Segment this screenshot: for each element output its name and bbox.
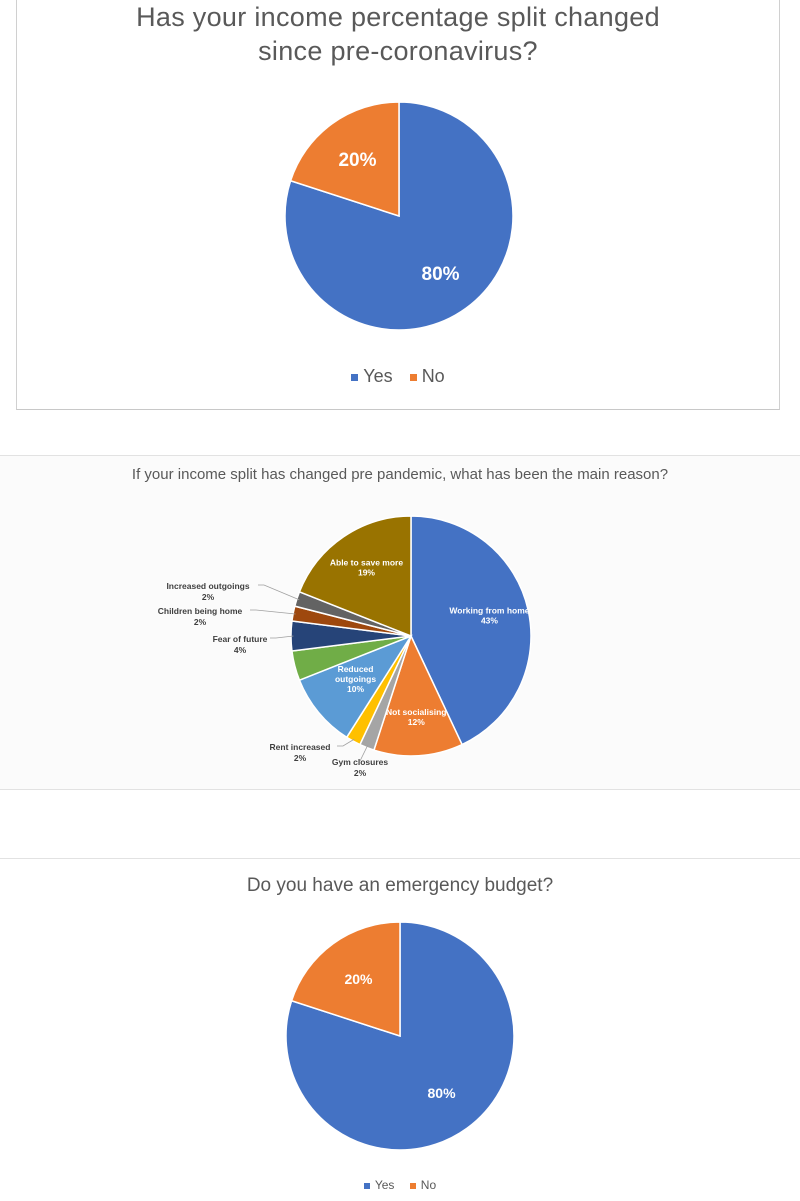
data-label-children-being-home: Children being home 2% xyxy=(158,606,243,627)
data-label-fear-of-future: Fear of future 4% xyxy=(213,634,268,655)
legend-label-no: No xyxy=(421,366,445,386)
leader-line-fear-of-future xyxy=(270,635,294,639)
chart-panel-income-split: Has your income percentage split changed… xyxy=(16,0,780,410)
chart-title: Do you have an emergency budget? xyxy=(246,875,554,896)
chart-title-line-2: since pre-coronavirus? xyxy=(258,36,538,66)
legend-label-yes: Yes xyxy=(363,366,393,386)
leader-line-rent-increased xyxy=(337,738,355,747)
legend-swatch-yes xyxy=(363,1182,370,1189)
pie-slice-yes xyxy=(284,101,514,331)
data-label-no: 20% xyxy=(338,150,376,171)
pie-slice-working-from-home xyxy=(410,515,532,746)
data-label-increased-outgoings: Increased outgoings 2% xyxy=(166,581,249,602)
pie-slice-yes xyxy=(285,921,515,1151)
legend-swatch-no xyxy=(409,373,417,381)
legend-item-no: No xyxy=(409,366,445,387)
leader-line-increased-outgoings xyxy=(258,584,300,601)
chart-title-line-1: Has your income percentage split changed xyxy=(136,2,660,32)
chart-panel-main-reason: If your income split has changed pre pan… xyxy=(0,455,800,790)
legend-item-yes: Yes xyxy=(351,366,393,387)
pie-slice-no xyxy=(289,101,400,218)
data-label-yes: 80% xyxy=(422,264,460,285)
chart-title: If your income split has changed pre pan… xyxy=(131,466,669,483)
data-label-gym-closures: Gym closures 2% xyxy=(332,757,388,778)
legend-label-yes: Yes xyxy=(374,1178,395,1192)
chart-panel-emergency-budget: Do you have an emergency budget? 80% 20% … xyxy=(0,858,800,1201)
pie-slice-no xyxy=(290,921,401,1038)
chart-title: Has your income percentage split changed… xyxy=(17,0,779,68)
data-label-reduced-outgoings: Reduced outgoings 10% xyxy=(335,664,376,694)
chart-legend: Yes No xyxy=(0,1178,800,1192)
data-label-yes: 80% xyxy=(428,1085,457,1101)
data-label-rent-increased: Rent increased 2% xyxy=(270,742,331,763)
pie-slice-able-to-save-more xyxy=(298,515,412,638)
pie-chart-income-split: 80% 20% xyxy=(284,101,514,331)
legend-swatch-yes xyxy=(351,373,359,381)
legend-label-no: No xyxy=(420,1178,437,1192)
pie-chart-main-reason: Working from home 43% Not socialising 12% Gy… xyxy=(158,515,532,778)
chart-legend: Yes No xyxy=(17,366,779,387)
data-label-no: 20% xyxy=(344,971,373,987)
leader-line-gym-closures xyxy=(359,745,369,762)
data-label-able-to-save-more: Able to save more 19% xyxy=(330,557,403,577)
legend-item-no: No xyxy=(409,1178,437,1192)
data-label-not-socialising: Not socialising 12% xyxy=(386,707,446,727)
pie-slice-reduced-outgoings xyxy=(298,634,413,739)
pie-chart-emergency-budget: 80% 20% xyxy=(285,921,515,1151)
leader-line-children-being-home xyxy=(250,609,296,615)
pie-slice-not-socialising xyxy=(372,633,464,757)
legend-swatch-no xyxy=(409,1182,416,1189)
data-label-working-from-home: Working from home 43% xyxy=(449,605,529,625)
legend-item-yes: Yes xyxy=(363,1178,395,1192)
